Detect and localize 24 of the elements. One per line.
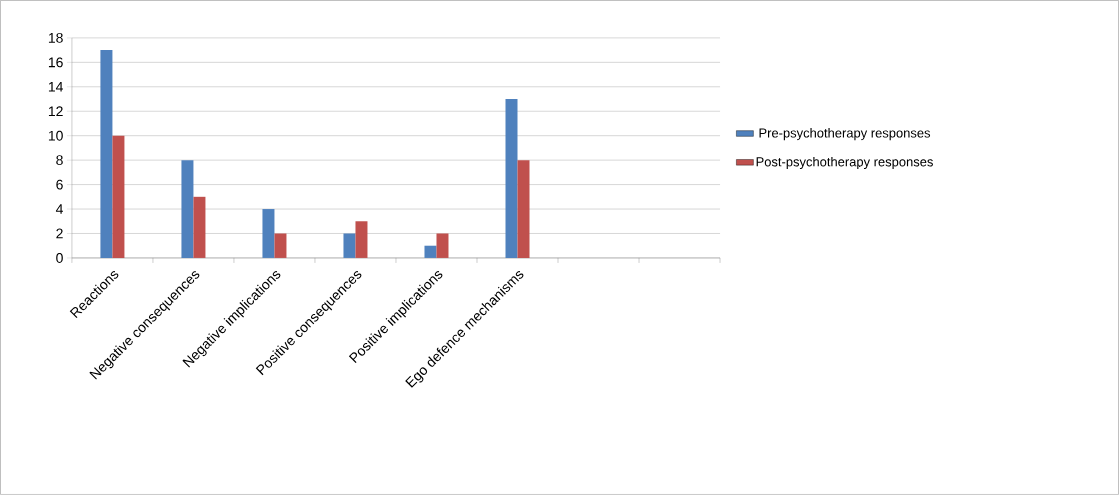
y-tick-label: 14 bbox=[48, 82, 63, 92]
bar bbox=[343, 233, 356, 258]
y-tick-label: 18 bbox=[48, 33, 63, 43]
bar bbox=[181, 160, 194, 258]
bar bbox=[262, 209, 275, 258]
bar bbox=[274, 233, 287, 258]
bar bbox=[100, 50, 113, 258]
y-tick-label: 10 bbox=[48, 130, 63, 141]
y-tick-label: 4 bbox=[55, 204, 63, 214]
bar bbox=[424, 245, 437, 258]
legend-label: Post-psychotherapy responses bbox=[756, 156, 933, 170]
y-tick-label: 16 bbox=[48, 57, 63, 68]
y-tick-label: 8 bbox=[56, 155, 63, 166]
bar bbox=[505, 99, 518, 258]
y-tick-label: 0 bbox=[56, 253, 63, 263]
bar bbox=[193, 196, 206, 258]
y-tick-label: 12 bbox=[48, 106, 63, 117]
legend-label: Pre-psychotherapy responses bbox=[759, 128, 931, 141]
bar bbox=[355, 221, 368, 258]
y-tick-label: 2 bbox=[56, 228, 63, 239]
bar bbox=[112, 135, 125, 258]
bar bbox=[517, 160, 530, 258]
y-tick-label: 6 bbox=[56, 179, 63, 190]
bar bbox=[436, 233, 449, 258]
